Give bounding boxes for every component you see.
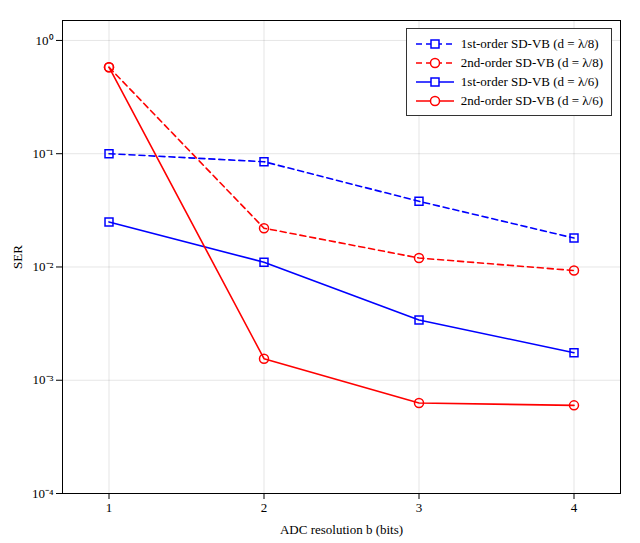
svg-text:ADC resolution b (bits): ADC resolution b (bits) bbox=[280, 522, 403, 537]
svg-text:3: 3 bbox=[416, 500, 423, 515]
svg-text:1: 1 bbox=[106, 500, 113, 515]
html-text:2nd-order SD-VB (d = λ/6): 2nd-order SD-VB (d = λ/6) bbox=[460, 92, 603, 108]
html-text:1st-order SD-VB (d = λ/6): 1st-order SD-VB (d = λ/6) bbox=[460, 73, 599, 89]
svg-text:10⁻¹: 10⁻¹ bbox=[33, 146, 54, 161]
svg-text:10⁰: 10⁰ bbox=[36, 33, 54, 48]
svg-text:2: 2 bbox=[261, 500, 268, 515]
svg-text:10⁻²: 10⁻² bbox=[33, 259, 54, 274]
html-text:2nd-order SD-VB (d = λ/8): 2nd-order SD-VB (d = λ/8) bbox=[460, 54, 603, 70]
svg-text:10⁻³: 10⁻³ bbox=[33, 372, 54, 387]
svg-text:SER: SER bbox=[10, 245, 25, 269]
html-text:1st-order SD-VB (d = λ/8): 1st-order SD-VB (d = λ/8) bbox=[460, 35, 599, 51]
svg-text:4: 4 bbox=[571, 500, 578, 515]
svg-text:10⁻⁴: 10⁻⁴ bbox=[32, 486, 54, 501]
